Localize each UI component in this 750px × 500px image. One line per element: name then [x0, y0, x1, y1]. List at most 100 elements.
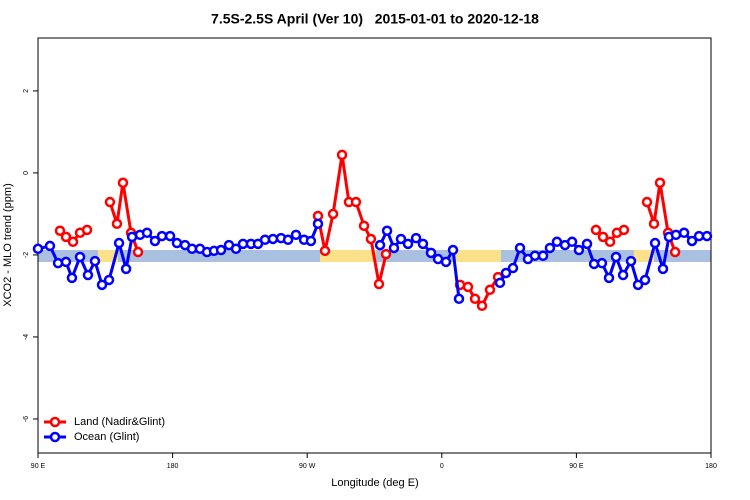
data-point: [603, 272, 615, 284]
x-tick-label: 0: [440, 463, 444, 470]
x-axis-label: Longitude (deg E): [331, 477, 418, 489]
data-point: [267, 233, 279, 245]
data-point: [374, 239, 386, 251]
data-point: [529, 250, 541, 262]
data-point: [507, 262, 519, 274]
data-point: [111, 218, 123, 230]
y-tick-label: 2: [23, 89, 30, 93]
data-point: [649, 237, 661, 249]
data-point: [365, 233, 377, 245]
y-axis-label: XCO2 - MLO trend (ppm): [2, 183, 14, 306]
data-point: [648, 218, 660, 230]
data-point: [678, 227, 690, 239]
legend-marker: [49, 431, 61, 443]
data-point: [82, 269, 94, 281]
data-point: [581, 238, 593, 250]
data-point: [440, 256, 452, 268]
data-point: [156, 230, 168, 242]
data-point: [551, 236, 563, 248]
land-band: [98, 250, 118, 262]
data-point: [358, 220, 370, 232]
data-point: [380, 248, 392, 260]
data-point: [290, 229, 302, 241]
data-point: [215, 244, 227, 256]
data-point: [395, 233, 407, 245]
data-point: [484, 284, 496, 296]
data-point: [566, 236, 578, 248]
data-point: [96, 279, 108, 291]
data-point: [657, 263, 669, 275]
data-point: [32, 243, 44, 255]
y-tick-label: -4: [23, 334, 30, 340]
data-point: [381, 225, 393, 236]
data-point: [462, 281, 474, 293]
data-point: [327, 208, 339, 220]
data-point: [476, 300, 488, 312]
data-point: [336, 149, 348, 161]
data-point: [596, 257, 608, 269]
data-point: [670, 229, 682, 241]
data-point: [67, 236, 79, 248]
data-point: [66, 272, 78, 284]
data-point: [60, 231, 72, 243]
data-point: [632, 279, 644, 291]
legend-label: Ocean (Glint): [74, 431, 139, 443]
data-point: [639, 274, 651, 286]
data-point: [388, 242, 400, 254]
data-point: [350, 196, 362, 208]
data-point: [54, 225, 66, 236]
data-point: [410, 232, 422, 244]
y-tick-label: 0: [23, 171, 30, 175]
data-point: [117, 177, 129, 189]
data-point: [447, 244, 459, 256]
data-point: [89, 255, 101, 267]
data-point: [52, 257, 64, 269]
data-point: [282, 234, 294, 246]
data-point: [469, 293, 481, 305]
data-point: [604, 236, 616, 248]
data-point: [149, 235, 161, 247]
data-point: [74, 251, 86, 263]
data-point: [230, 243, 242, 255]
data-point: [171, 237, 183, 249]
data-point: [597, 231, 609, 243]
x-tick-label: 90 W: [299, 463, 316, 470]
data-point: [686, 235, 698, 247]
x-tick-label: 90 E: [31, 463, 46, 470]
legend-label: Land (Nadir&Glint): [74, 416, 165, 428]
series: [54, 149, 681, 312]
data-point: [103, 274, 115, 286]
data-point: [164, 230, 176, 242]
data-point: [514, 242, 526, 254]
land-band: [320, 250, 376, 262]
land-band: [634, 250, 654, 262]
data-point: [610, 251, 622, 263]
data-point: [500, 267, 512, 279]
data-point: [537, 250, 549, 262]
series: [32, 218, 713, 305]
data-point: [641, 196, 653, 208]
data-point: [417, 238, 429, 250]
data-point: [132, 246, 144, 258]
data-point: [312, 218, 324, 230]
data-point: [494, 277, 506, 289]
data-point: [701, 230, 713, 242]
x-tick-label: 180: [705, 463, 717, 470]
data-point: [60, 256, 72, 268]
x-tick-label: 180: [167, 463, 179, 470]
y-tick-label: -6: [23, 416, 30, 422]
data-point: [141, 227, 153, 239]
data-point: [669, 246, 681, 258]
data-point: [617, 269, 629, 281]
data-point: [104, 196, 116, 208]
data-point: [319, 245, 331, 257]
data-point: [654, 177, 666, 189]
data-point: [120, 263, 132, 275]
data-point: [373, 278, 385, 290]
data-point: [113, 237, 125, 249]
data-point: [573, 244, 585, 256]
data-point: [618, 224, 630, 236]
data-point: [544, 242, 556, 254]
land-band: [455, 250, 501, 262]
